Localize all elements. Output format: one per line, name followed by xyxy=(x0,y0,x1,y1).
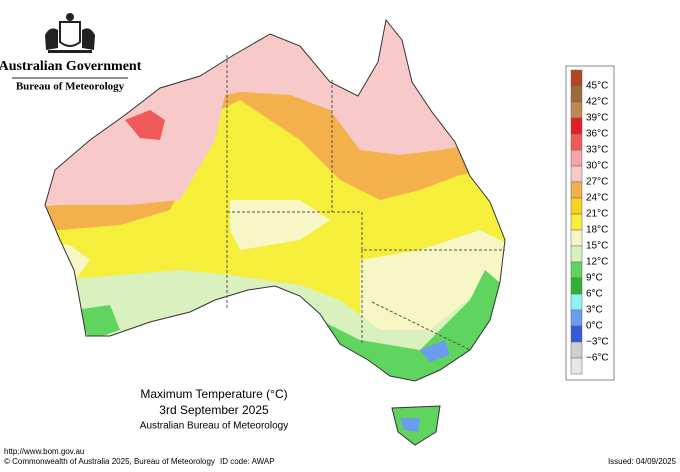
footer-copyright: © Commonwealth of Australia 2025, Bureau… xyxy=(4,457,215,466)
legend-swatch xyxy=(570,69,583,87)
legend-label: −6°C xyxy=(586,353,609,364)
legend-swatch xyxy=(570,341,583,359)
footer-issued: Issued: 04/09/2025 xyxy=(608,457,677,466)
legend-swatch xyxy=(570,325,583,343)
legend-label: 24°C xyxy=(586,193,608,204)
legend-swatch xyxy=(570,165,583,183)
legend-swatch xyxy=(570,149,583,167)
tasmania-cold xyxy=(400,418,420,432)
legend-swatch xyxy=(570,197,583,215)
legend-label: 0°C xyxy=(586,321,603,332)
legend-swatch xyxy=(570,181,583,199)
legend-label: 42°C xyxy=(586,97,608,108)
legend-swatch xyxy=(570,277,583,295)
legend-swatch xyxy=(570,293,583,311)
legend-swatch xyxy=(570,101,583,119)
legend-swatch xyxy=(570,85,583,103)
footer-id: ID code: AWAP xyxy=(220,457,275,466)
coastline xyxy=(44,18,506,382)
bureau: Bureau of Meteorology xyxy=(16,81,125,93)
legend-swatch xyxy=(570,213,583,231)
legend-label: 15°C xyxy=(586,241,608,252)
legend-label: 18°C xyxy=(586,225,608,236)
legend-label: −3°C xyxy=(586,337,609,348)
footer-url: http://www.bom.gov.au xyxy=(4,447,84,456)
legend-swatch xyxy=(570,133,583,151)
legend-swatch xyxy=(570,229,583,247)
legend-swatch xyxy=(570,357,583,375)
state-borders xyxy=(226,55,505,351)
legend-label: 36°C xyxy=(586,129,608,140)
legend-label: 6°C xyxy=(586,289,603,300)
legend-label: 9°C xyxy=(586,273,603,284)
legend-label: 21°C xyxy=(586,209,608,220)
legend-label: 33°C xyxy=(586,145,608,156)
legend: 45°C 42°C 39°C 36°C 33°C 30°C 27°C 24°C 21°C 18°C… xyxy=(570,69,609,375)
legend-label: 27°C xyxy=(586,177,608,188)
agency: Australian Government xyxy=(0,59,142,74)
legend-swatch xyxy=(570,117,583,135)
legend-label: 30°C xyxy=(586,161,608,172)
legend-label: 12°C xyxy=(586,257,608,268)
map-source: Australian Bureau of Meteorology xyxy=(140,421,288,432)
coat-of-arms xyxy=(45,13,95,53)
legend-swatch xyxy=(570,261,583,279)
legend-swatch xyxy=(570,245,583,263)
legend-label: 39°C xyxy=(586,113,608,124)
map-date: 3rd September 2025 xyxy=(159,403,269,417)
legend-label: 3°C xyxy=(586,305,603,316)
map-title: Maximum Temperature (°C) xyxy=(140,387,287,401)
legend-label: 45°C xyxy=(586,81,608,92)
legend-swatch xyxy=(570,309,583,327)
